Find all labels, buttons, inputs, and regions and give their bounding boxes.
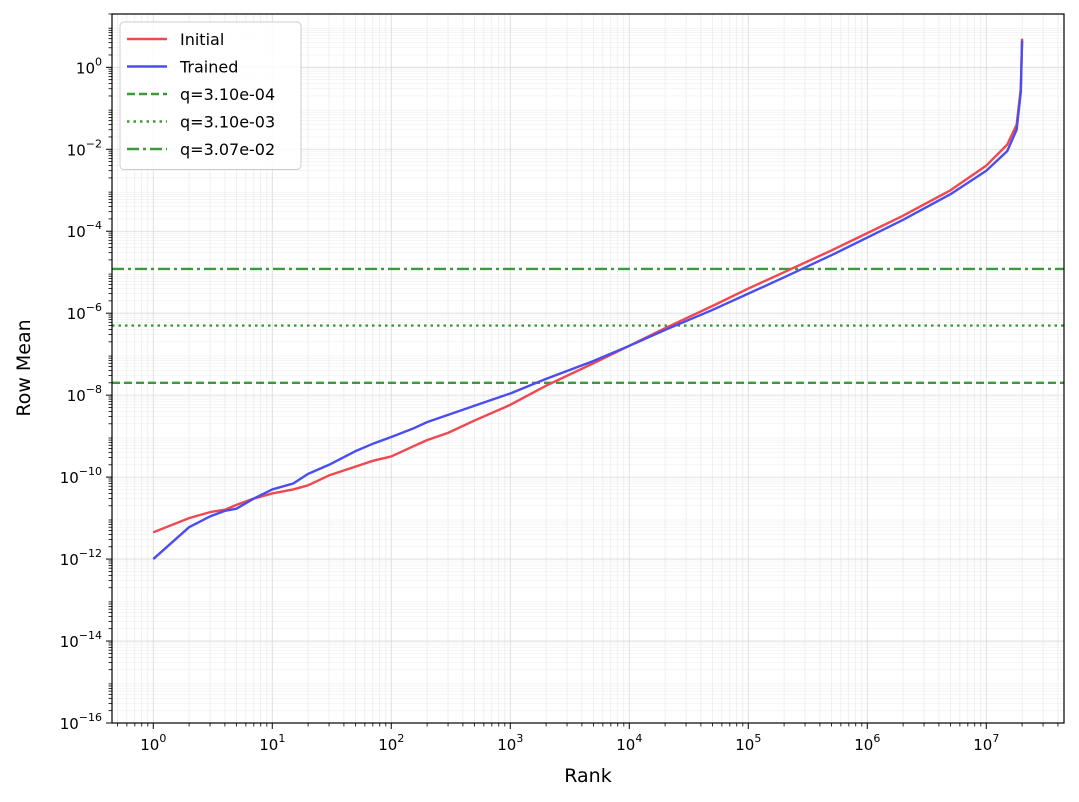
y-tick-label: 10−12 — [60, 547, 102, 569]
axis-tick-labels: 100 101 102 103 104 105 106 10710−1610−1410−121… — [60, 55, 1000, 754]
x-tick-exponent: 3 — [516, 732, 523, 745]
y-tick-exponent: 0 — [95, 55, 102, 68]
x-tick-exponent: 1 — [278, 732, 285, 745]
y-tick-base: 10 — [60, 633, 79, 651]
x-tick-exponent: 5 — [754, 732, 761, 745]
y-tick-base: 10 — [67, 305, 86, 323]
quantile-lines — [112, 267, 1064, 385]
x-tick-exponent: 0 — [159, 732, 166, 745]
x-tick-exponent: 7 — [992, 732, 999, 745]
x-tick-exponent: 2 — [397, 732, 404, 745]
x-tick-label: 106 — [854, 732, 880, 754]
x-tick-exponent: 6 — [873, 732, 880, 745]
x-tick-label: 102 — [378, 732, 404, 754]
x-tick-base: 10 — [735, 736, 754, 754]
x-tick-base: 10 — [973, 736, 992, 754]
y-tick-exponent: −4 — [86, 219, 102, 232]
x-tick-label: 107 — [973, 732, 999, 754]
y-tick-label: 100 — [76, 55, 102, 77]
y-tick-exponent: −16 — [79, 711, 102, 724]
y-tick-exponent: −2 — [86, 137, 102, 150]
minor-grid — [112, 13, 1064, 723]
y-tick-label: 10−6 — [67, 301, 102, 323]
legend-entry-label: q=3.07e-02 — [180, 140, 275, 159]
y-tick-base: 10 — [60, 715, 79, 733]
plot-area-frame — [111, 13, 1065, 724]
y-tick-base: 10 — [76, 59, 95, 77]
y-tick-base: 10 — [67, 141, 86, 159]
y-tick-exponent: −14 — [79, 629, 102, 642]
x-tick-label: 100 — [140, 732, 166, 754]
series-lines — [152, 38, 1024, 560]
y-axis-label: Row Mean — [13, 319, 35, 416]
y-tick-label: 10−14 — [60, 629, 102, 651]
y-tick-exponent: −8 — [86, 383, 102, 396]
series-line-initial — [152, 38, 1024, 534]
y-tick-exponent: −6 — [86, 301, 102, 314]
x-tick-label: 105 — [735, 732, 761, 754]
x-tick-exponent: 4 — [635, 732, 642, 745]
x-tick-base: 10 — [616, 736, 635, 754]
y-tick-base: 10 — [67, 223, 86, 241]
y-tick-label: 10−4 — [67, 219, 102, 241]
y-tick-base: 10 — [60, 469, 79, 487]
y-tick-exponent: −12 — [79, 547, 102, 560]
legend-box — [119, 21, 302, 170]
x-tick-base: 10 — [854, 736, 873, 754]
major-grid — [112, 14, 1064, 724]
x-tick-label: 101 — [259, 732, 285, 754]
x-tick-label: 103 — [497, 732, 523, 754]
x-tick-base: 10 — [140, 736, 159, 754]
legend-entry-label: Trained — [179, 58, 238, 77]
legend-entry-label: q=3.10e-04 — [180, 85, 275, 104]
y-tick-label: 10−16 — [60, 711, 102, 733]
x-axis-label: Rank — [564, 765, 611, 787]
legend-entry-label: q=3.10e-03 — [180, 113, 275, 132]
axis-ticks — [106, 13, 1059, 729]
y-tick-label: 10−10 — [60, 465, 102, 487]
y-tick-base: 10 — [60, 551, 79, 569]
y-tick-base: 10 — [67, 387, 86, 405]
x-tick-base: 10 — [259, 736, 278, 754]
x-tick-label: 104 — [616, 732, 642, 754]
x-tick-base: 10 — [497, 736, 516, 754]
series-line-trained — [152, 40, 1024, 560]
legend: Initial Trained q=3.10e-04 q=3.10e-03 q=3.07… — [119, 21, 302, 170]
x-tick-base: 10 — [378, 736, 397, 754]
y-tick-label: 10−2 — [67, 137, 102, 159]
y-tick-label: 10−8 — [67, 383, 102, 405]
y-tick-exponent: −10 — [79, 465, 102, 478]
legend-entry-label: Initial — [180, 30, 224, 49]
